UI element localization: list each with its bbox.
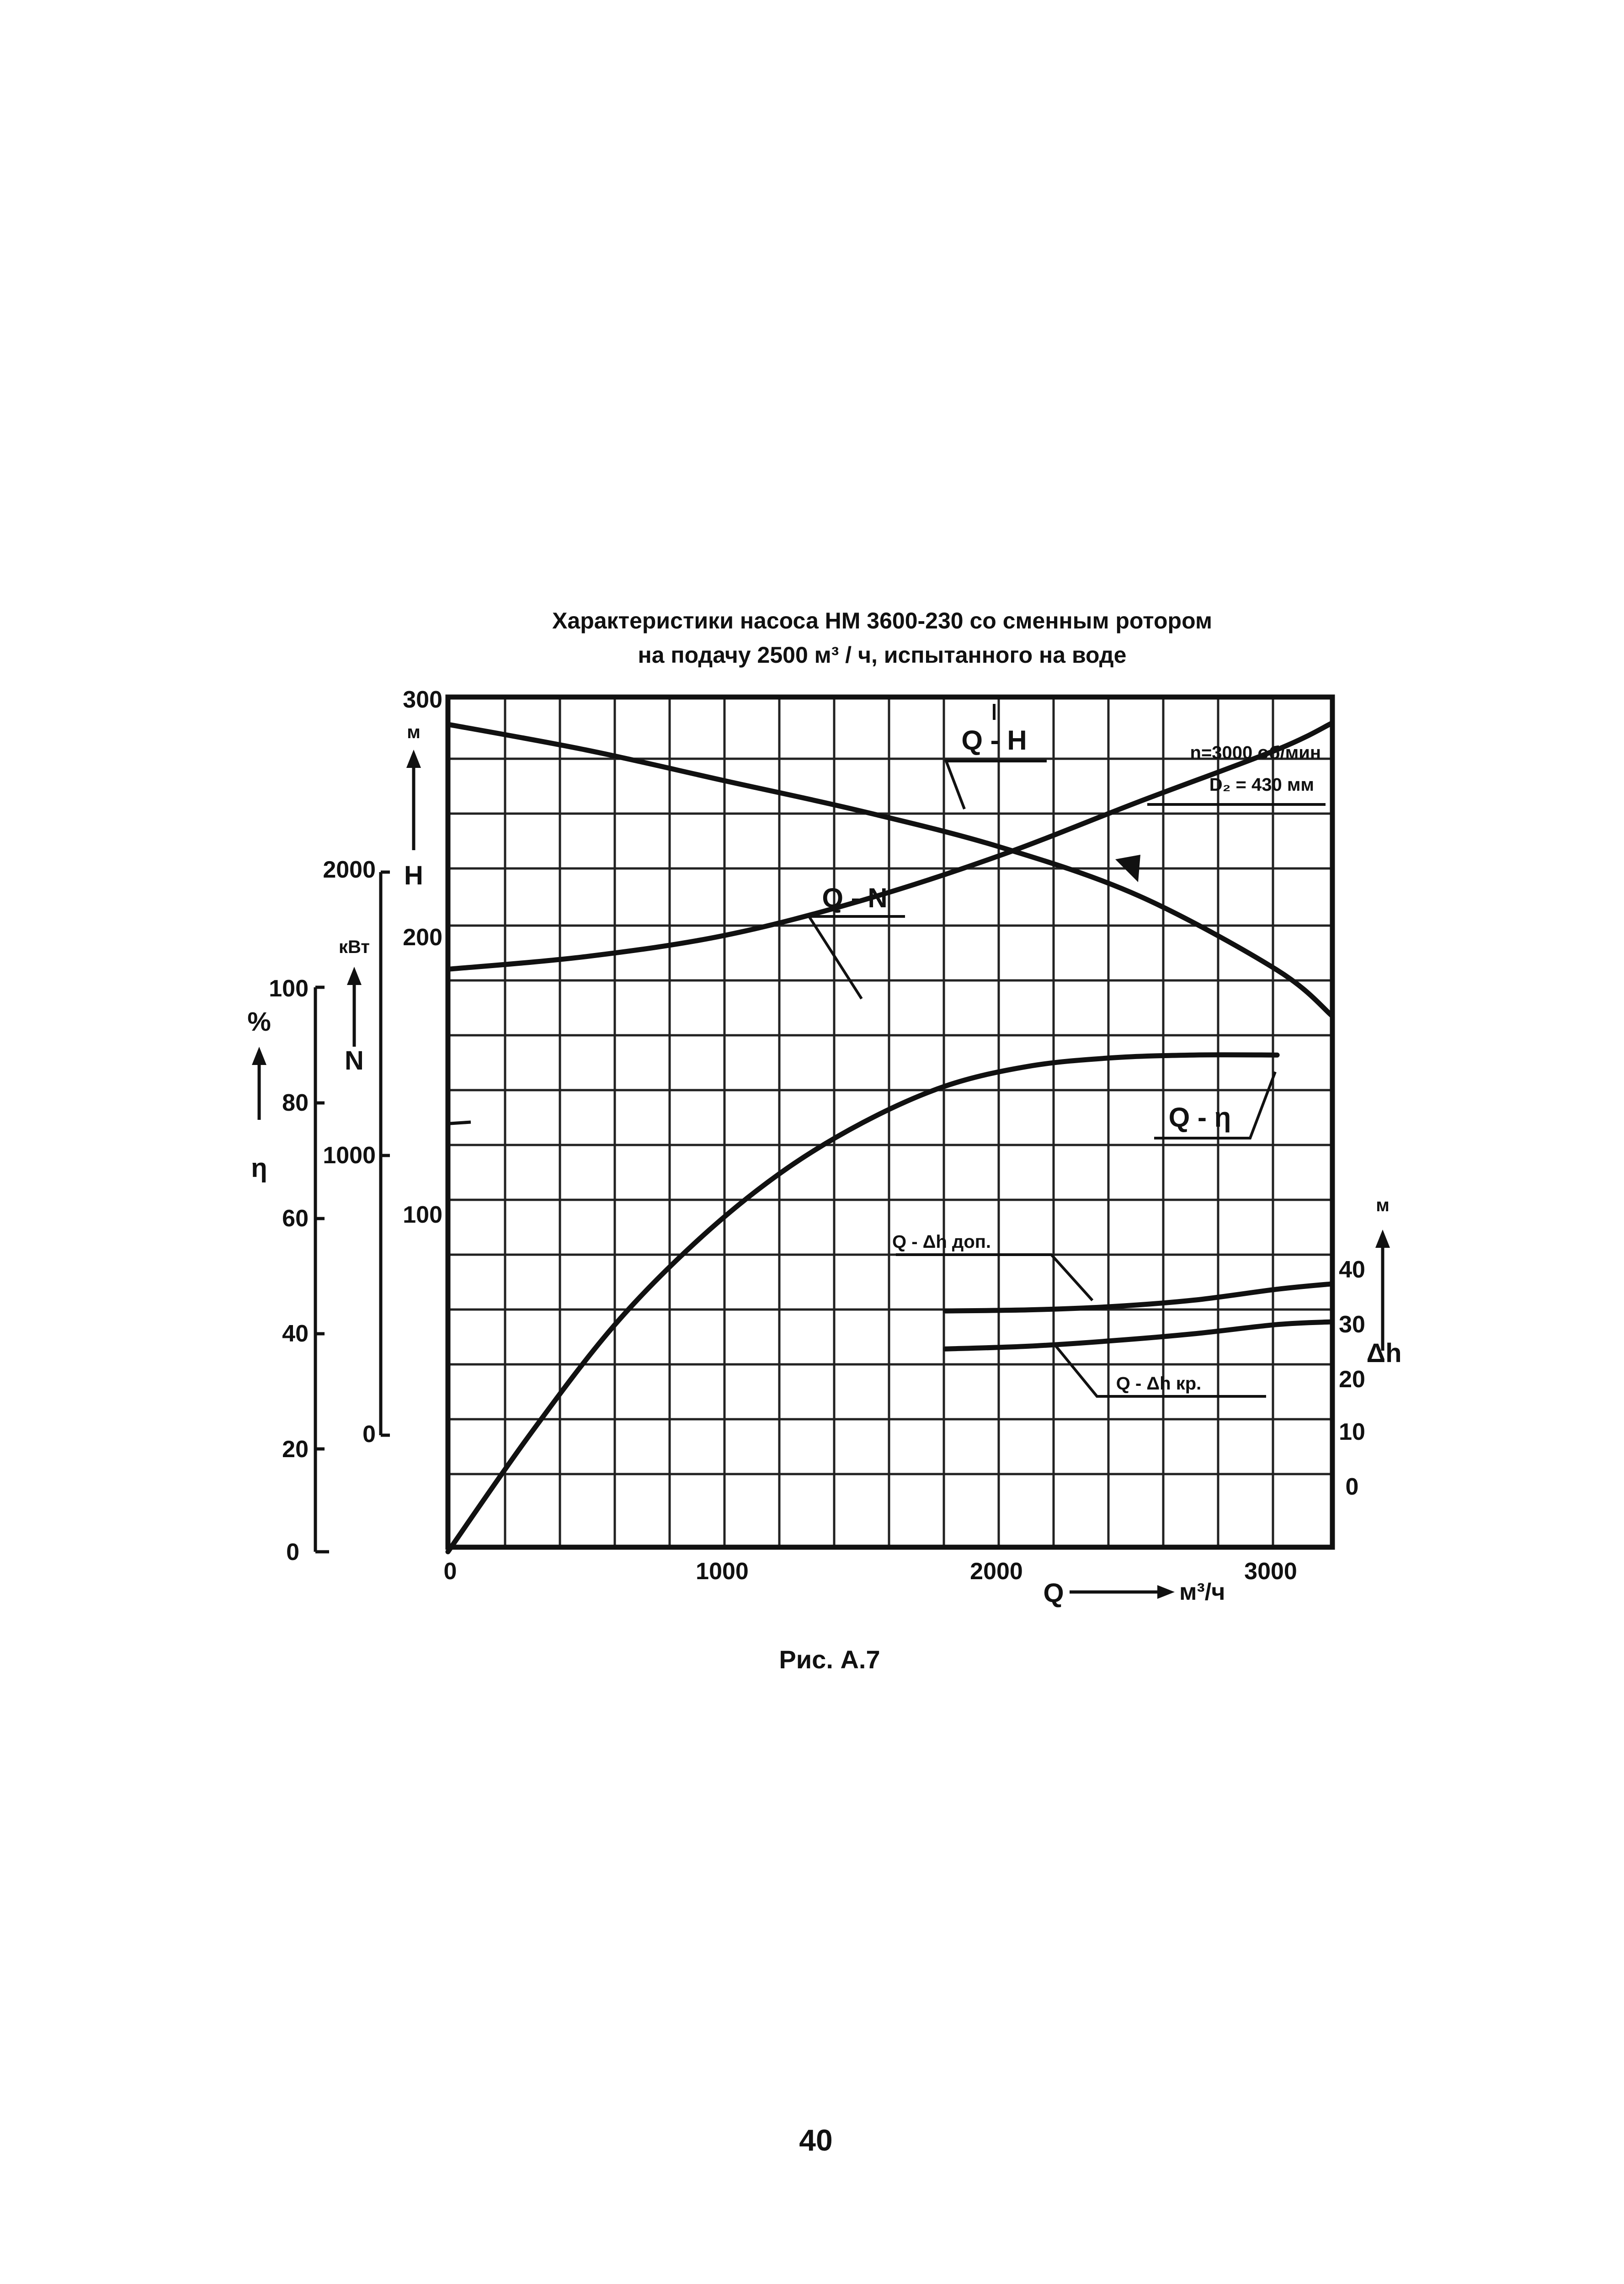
q-tick-0: 0 — [444, 1558, 457, 1585]
q-tick-3000: 3000 — [1244, 1558, 1297, 1585]
h-arrow-head — [406, 750, 421, 768]
n-tick-0: 0 — [362, 1421, 376, 1448]
leader-q-n — [806, 915, 905, 1000]
plot-frame — [445, 694, 1335, 1550]
n-arrow-head — [347, 967, 362, 985]
n-unit: кВт — [339, 937, 370, 957]
label-q-n: Q - N — [822, 883, 887, 913]
n-axis-label: N — [345, 1046, 364, 1075]
eta-tick-0: 0 — [286, 1539, 299, 1565]
curve-q-h — [445, 722, 1335, 1019]
n-tick-2000: 2000 — [323, 857, 376, 883]
eta-tick-100: 100 — [269, 975, 309, 1002]
q-tick-2000: 2000 — [970, 1558, 1023, 1585]
leader-q-h — [944, 760, 1047, 810]
curve-q-eta — [445, 1052, 1280, 1555]
dh-tick-40: 40 — [1339, 1256, 1365, 1283]
h-tick-100: 100 — [403, 1202, 442, 1228]
q-unit: м³/ч — [1179, 1579, 1225, 1605]
grid-lines — [448, 697, 1332, 1547]
curve-q-dh-allow — [942, 1281, 1335, 1314]
dh-arrow-head — [1375, 1230, 1390, 1248]
h-axis-label: H — [404, 861, 423, 890]
leader-q-dh-crit — [1054, 1345, 1266, 1398]
q-tick-1000: 1000 — [696, 1558, 749, 1585]
label-q-eta: Q - η — [1169, 1102, 1231, 1133]
label-q-dh-allow: Q - Δh доп. — [892, 1232, 991, 1252]
label-q-dh-crit: Q - Δh кр. — [1116, 1374, 1202, 1394]
page-number: 40 — [799, 2123, 832, 2157]
eta-arrow-head — [252, 1047, 266, 1065]
h-unit: м — [407, 722, 421, 742]
eta-axis-label: η — [251, 1153, 267, 1183]
eta-tick-40: 40 — [282, 1320, 309, 1347]
label-q-h: Q - H — [961, 725, 1027, 756]
chart-title-line-2: на подачу 2500 м³ / ч, испытанного на во… — [638, 642, 1127, 668]
curves — [445, 720, 1335, 1555]
leader-q-dh-allow — [896, 1253, 1094, 1302]
eta-tick-20: 20 — [282, 1436, 309, 1463]
figure-caption: Рис. А.7 — [779, 1645, 880, 1674]
dh-tick-10: 10 — [1339, 1419, 1365, 1445]
eta-unit: % — [247, 1007, 271, 1037]
eta-tick-80: 80 — [282, 1090, 309, 1116]
h-tick-300: 300 — [403, 687, 442, 713]
chart-title-line-1: Характеристики насоса НМ 3600-230 со сме… — [552, 608, 1212, 634]
dh-axis-label: Δh — [1366, 1338, 1401, 1368]
h-tick-200: 200 — [403, 924, 442, 951]
n-tick-1000: 1000 — [323, 1142, 376, 1169]
dh-unit: м — [1376, 1195, 1390, 1215]
eta-tick-60: 60 — [282, 1205, 309, 1232]
dh-tick-30: 30 — [1339, 1311, 1365, 1338]
curve-q-n — [445, 720, 1335, 972]
q-arrow-head — [1157, 1585, 1175, 1599]
stray-mark — [450, 1120, 471, 1125]
dh-tick-20: 20 — [1339, 1366, 1365, 1393]
speed-param: n=3000 об/мин — [1190, 743, 1321, 763]
leader-q-eta — [1154, 1071, 1277, 1139]
diameter-param: D₂ = 430 мм — [1209, 775, 1314, 795]
dh-tick-0: 0 — [1346, 1474, 1359, 1500]
operating-point-marker — [1115, 855, 1140, 882]
curve-q-dh-crit — [942, 1319, 1335, 1352]
q-axis-label: Q — [1043, 1578, 1064, 1608]
